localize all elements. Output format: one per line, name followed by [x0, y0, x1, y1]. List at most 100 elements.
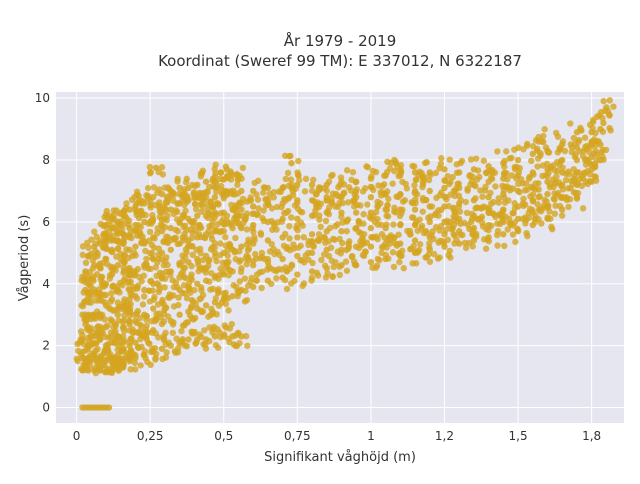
data-point	[179, 196, 186, 204]
data-point	[515, 180, 522, 188]
data-point	[151, 344, 159, 352]
data-point	[231, 191, 238, 198]
data-point	[385, 195, 392, 203]
data-point	[127, 278, 135, 286]
data-point	[265, 263, 272, 270]
data-point	[227, 267, 234, 274]
data-point	[454, 180, 461, 188]
data-point	[402, 180, 409, 188]
data-point	[501, 183, 508, 190]
data-point	[120, 239, 128, 246]
data-point	[188, 296, 196, 304]
data-point	[426, 244, 433, 251]
data-point	[242, 214, 250, 221]
data-point	[79, 243, 87, 250]
data-point	[416, 241, 424, 248]
data-point	[188, 243, 196, 250]
data-point	[218, 227, 225, 235]
data-point	[355, 244, 363, 252]
data-point	[288, 181, 295, 188]
data-point	[160, 336, 168, 344]
data-point	[468, 210, 476, 218]
data-point	[149, 254, 156, 262]
data-point	[524, 232, 531, 240]
data-point	[379, 243, 387, 250]
data-point	[328, 195, 335, 202]
data-point	[591, 163, 598, 171]
data-point	[320, 233, 328, 241]
data-point	[162, 329, 169, 337]
data-point	[336, 199, 343, 207]
data-point	[187, 274, 194, 281]
data-point	[391, 204, 398, 211]
data-point	[111, 339, 118, 346]
data-point	[444, 172, 451, 180]
data-point	[207, 198, 214, 206]
data-point	[251, 179, 258, 187]
data-point	[201, 327, 208, 334]
data-point	[104, 341, 111, 349]
data-point	[407, 245, 415, 253]
data-point	[163, 349, 170, 356]
data-point	[260, 217, 267, 225]
data-point	[453, 161, 460, 168]
data-point	[141, 286, 148, 294]
data-point	[432, 169, 439, 177]
data-point	[294, 199, 301, 207]
data-point	[383, 212, 390, 219]
data-point	[492, 183, 499, 190]
data-point	[199, 167, 207, 174]
data-point	[441, 184, 448, 192]
data-point	[599, 128, 607, 135]
data-point	[185, 336, 192, 343]
data-point	[255, 205, 262, 212]
data-point	[189, 251, 196, 259]
chart-title-line-1: År 1979 - 2019	[284, 31, 397, 50]
data-point	[329, 171, 336, 179]
data-point	[578, 127, 585, 134]
data-point	[225, 335, 232, 342]
data-point	[294, 244, 302, 251]
data-point	[463, 209, 471, 217]
data-point	[114, 299, 121, 306]
data-point	[198, 308, 205, 316]
data-point	[246, 197, 253, 204]
data-point	[212, 161, 219, 168]
data-point	[73, 355, 80, 362]
data-point	[397, 166, 404, 173]
data-point	[575, 138, 582, 146]
data-point	[91, 228, 98, 235]
y-tick-label: 6	[42, 215, 50, 229]
y-tick-label: 8	[42, 153, 50, 167]
data-point	[250, 233, 258, 241]
data-point	[132, 366, 139, 373]
data-point	[253, 191, 260, 198]
data-point	[143, 335, 150, 343]
data-point	[164, 212, 171, 220]
data-point	[162, 207, 169, 214]
data-point	[429, 228, 436, 235]
data-point	[262, 195, 270, 203]
data-point	[114, 262, 122, 269]
data-point	[126, 312, 133, 319]
data-point	[395, 172, 402, 180]
data-point	[593, 157, 600, 164]
data-point	[143, 255, 150, 263]
data-point	[529, 206, 536, 214]
data-point	[179, 211, 187, 219]
data-point	[237, 257, 244, 264]
data-point	[472, 155, 480, 162]
data-point	[434, 255, 442, 262]
data-point	[116, 289, 123, 296]
data-point	[107, 316, 114, 323]
data-point	[193, 339, 200, 346]
data-point	[367, 183, 375, 191]
data-point	[184, 319, 192, 326]
data-point	[215, 302, 223, 309]
data-point	[408, 214, 416, 221]
x-tick-label: 0,25	[137, 429, 164, 443]
data-point	[308, 181, 316, 189]
data-point	[494, 220, 501, 227]
data-point	[191, 330, 198, 337]
data-point	[494, 148, 501, 155]
